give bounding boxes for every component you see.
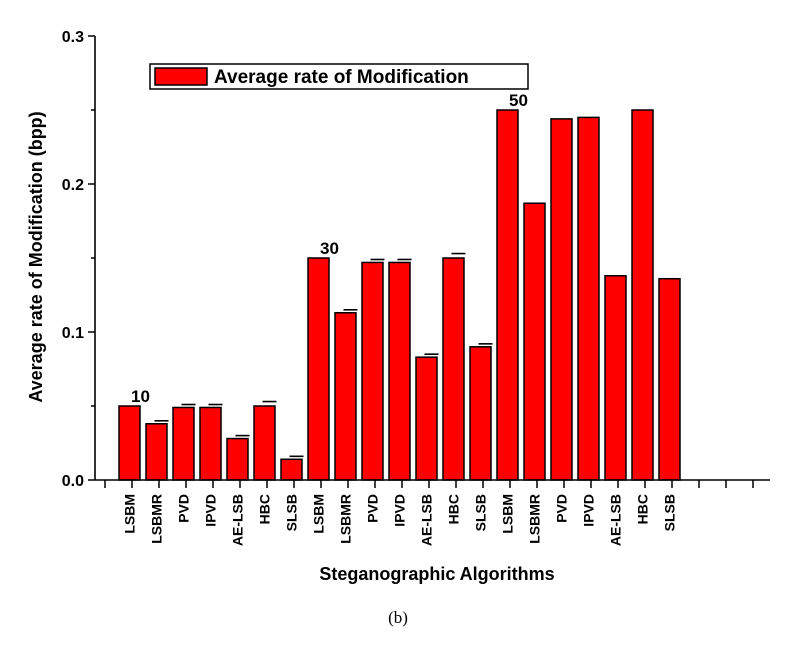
bar [496, 109, 519, 481]
x-tick-label: PVD [176, 494, 192, 523]
bar [199, 406, 222, 481]
x-tick-label: AE-LSB [608, 494, 624, 546]
x-axis: LSBM LSBMR PVD IPVD AE-LSB HBC SLSB LSBM LSBMR PV… [95, 479, 770, 546]
bar [604, 275, 627, 481]
bar [226, 437, 249, 481]
bar [280, 458, 303, 481]
legend-box [149, 63, 529, 90]
bar [334, 312, 357, 481]
y-axis-title: Average rate of Modification (bpp) [26, 111, 46, 402]
x-axis-title: Steganographic Algorithms [319, 564, 554, 584]
bar [172, 406, 195, 481]
bar [253, 405, 276, 481]
bar [118, 405, 141, 481]
x-tick-label: LSBMR [149, 494, 165, 544]
bar [307, 257, 330, 481]
data-label: 30 [320, 239, 339, 258]
bar [523, 202, 546, 481]
data-label: 50 [509, 91, 528, 110]
figure-caption: (b) [388, 608, 408, 627]
bar [658, 277, 681, 481]
bar [388, 261, 411, 481]
x-tick-label: PVD [365, 494, 381, 523]
plot-area: 10 30 50 [118, 91, 681, 481]
y-tick-label: 0.1 [62, 325, 84, 342]
y-tick-label: 0.0 [62, 473, 84, 490]
legend: Average rate of Modification [149, 63, 529, 90]
x-tick-label: LSBM [122, 494, 138, 534]
x-tick-label: HBC [635, 494, 651, 524]
y-axis: 0.0 0.1 0.2 0.3 [62, 29, 96, 490]
x-tick-label: PVD [554, 494, 570, 523]
bar [442, 257, 465, 481]
x-tick-label: LSBM [311, 494, 327, 534]
legend-swatch [154, 67, 208, 86]
y-tick-label: 0.2 [62, 177, 84, 194]
x-tick-label: IPVD [581, 494, 597, 527]
x-tick-label: AE-LSB [230, 494, 246, 546]
bar [145, 423, 168, 481]
x-tick-label: LSBM [500, 494, 516, 534]
x-tick-label: LSBMR [338, 494, 354, 544]
x-tick-label: SLSB [284, 494, 300, 531]
bar [631, 109, 654, 481]
x-tick-label: HBC [446, 494, 462, 524]
x-tick-label: SLSB [473, 494, 489, 531]
bar [361, 261, 384, 481]
x-tick-label: LSBMR [527, 494, 543, 544]
y-tick-label: 0.3 [62, 29, 84, 46]
x-tick-label: IPVD [392, 494, 408, 527]
bar [550, 118, 573, 481]
x-tick-label: AE-LSB [419, 494, 435, 546]
x-tick-label: HBC [257, 494, 273, 524]
x-tick-label: SLSB [662, 494, 678, 531]
legend-label: Average rate of Modification [214, 67, 469, 88]
bar [415, 356, 438, 481]
x-tick-label: IPVD [203, 494, 219, 527]
bar [577, 116, 600, 481]
data-label: 10 [131, 387, 150, 406]
bar [469, 346, 492, 481]
